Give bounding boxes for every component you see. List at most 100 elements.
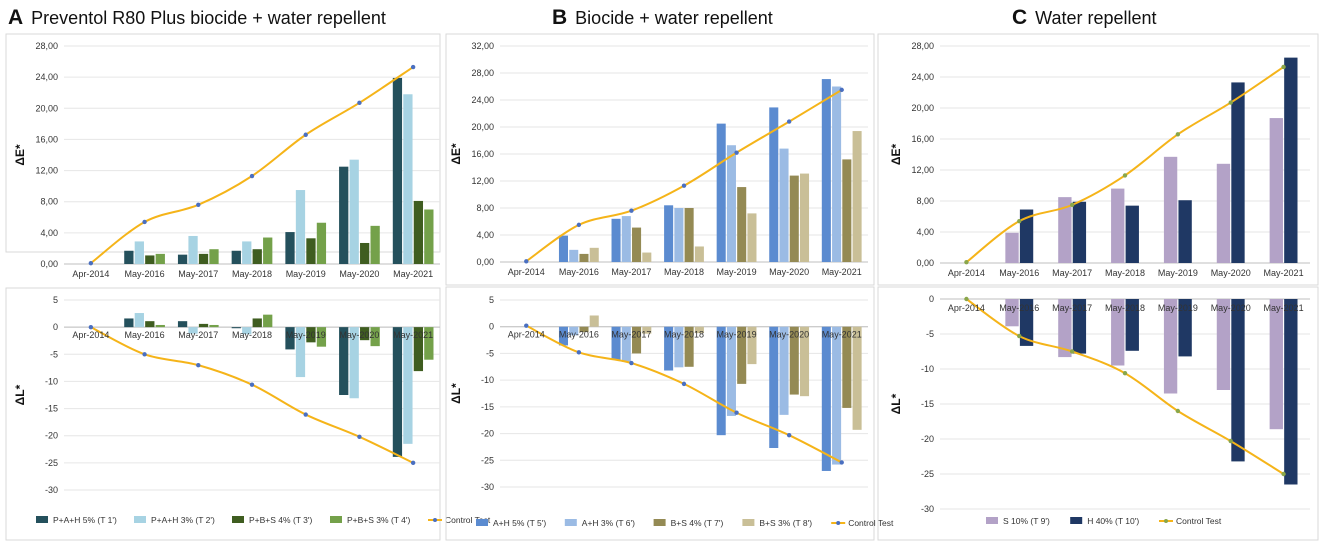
pc-de-bar — [1284, 57, 1298, 263]
pb-dl-bar — [632, 326, 642, 354]
pa-de-bar — [124, 250, 134, 264]
pc-de-bar — [1072, 201, 1087, 263]
pc-dl-legend-swatch — [986, 517, 998, 524]
pa-dl-legend-label: P+B+S 3% (T 4') — [347, 515, 411, 525]
pc-dl-category-label: May-2020 — [1211, 303, 1251, 313]
pa-dl-ytick-label: -15 — [45, 404, 58, 414]
pc-dl-control-point — [1175, 408, 1181, 414]
pa-de-bar — [145, 255, 155, 264]
pb-de-bar — [821, 79, 831, 262]
pb-dl-bar — [747, 326, 757, 365]
pb-dl-control-point — [839, 460, 844, 465]
pb-dl-bar — [832, 326, 842, 465]
pa-dl-legend-label: P+A+H 3% (T 2') — [151, 515, 215, 525]
pb-de-control-point — [576, 222, 582, 228]
panel-letter-a: A — [8, 6, 24, 29]
pb-dl-category-label: Apr-2014 — [508, 330, 545, 340]
pa-dl-control-point — [303, 412, 308, 417]
pc-dl-control-point — [1228, 438, 1233, 444]
pb-dl-bar — [684, 326, 694, 367]
pa-de-bar — [360, 242, 370, 264]
pb-dl-bar — [611, 326, 621, 360]
pb-dl-bar — [779, 326, 789, 415]
pa-de-category-label: May-2019 — [286, 269, 326, 279]
panel-title-a-text: Preventol R80 Plus biocide + water repel… — [31, 8, 386, 28]
pa-dl-control-point — [410, 460, 416, 466]
pc-dl-bar — [1005, 299, 1019, 327]
pc-dl-ytick-label: -10 — [921, 364, 934, 374]
pc-dl-control-point — [1017, 333, 1022, 339]
pa-dl-category-label: May-2016 — [125, 330, 165, 340]
pa-dl-bar — [252, 318, 262, 328]
pb-de-bar — [642, 252, 652, 262]
pb-de-category-label: May-2019 — [717, 267, 757, 277]
pb-dl-ytick-label: -15 — [481, 402, 494, 412]
pa-de-bar — [155, 253, 165, 264]
pb-dl-bar — [621, 326, 631, 362]
pb-dl-category-label: May-2020 — [769, 330, 809, 340]
pb-dl-ytick-label: -5 — [486, 348, 494, 358]
pb-de-bar — [779, 148, 789, 262]
pa-de-ytick-label: 24,00 — [35, 72, 58, 82]
pb-dl-legend-swatch — [564, 519, 577, 526]
pb-de-bar — [832, 86, 842, 262]
pa-dl-bar — [188, 327, 198, 334]
panel-title-c-text: Water repellent — [1035, 8, 1157, 28]
panel-title-a: A Preventol R80 Plus biocide + water repe… — [8, 4, 386, 32]
pa-dl-bar — [242, 327, 252, 335]
pa-dl-ytick-label: 5 — [53, 295, 58, 305]
pa-dl-legend-swatch — [134, 516, 146, 523]
pa-dl-ytick-label: -5 — [50, 349, 58, 359]
pb-de-bar — [569, 249, 579, 262]
pa-de-category-label: May-2016 — [125, 269, 165, 279]
pa-dl-bar — [413, 327, 424, 372]
pa-dl-legend-swatch — [36, 516, 48, 523]
pc-dl-bar — [1163, 299, 1178, 394]
pb-dl-bar — [799, 326, 810, 397]
pc-de-control-point — [1175, 132, 1181, 137]
pb-de-bar — [632, 227, 642, 262]
pa-de-bar — [242, 241, 252, 264]
pa-de-ytick-label: 4,00 — [40, 228, 58, 238]
pa-de-control-point — [88, 261, 94, 266]
pb-de-ytick-label: 32,00 — [471, 41, 494, 51]
pb-de-bar — [716, 123, 726, 262]
pa-dl-bar — [392, 327, 403, 457]
pa-dl-bar — [316, 327, 327, 347]
pb-de-bar — [579, 253, 589, 262]
pa-dl-category-label: May-2019 — [286, 330, 326, 340]
pc-de-category-label: May-2020 — [1211, 268, 1251, 278]
pb-de-ytick-label: 28,00 — [471, 68, 494, 78]
pc-dl-control-point — [1122, 371, 1128, 376]
pb-de-bar — [674, 208, 684, 262]
pb-de-bar — [852, 131, 862, 262]
pb-de-bar — [842, 159, 852, 262]
pa-de-ytick-label: 16,00 — [35, 134, 58, 144]
pb-dl-bar — [821, 326, 831, 471]
pc-de-bar — [1269, 118, 1283, 263]
pa-de-bar — [263, 237, 273, 264]
pb-dl-bar — [674, 326, 684, 368]
pc-de-ytick-label: 0,00 — [916, 258, 934, 268]
pa-de-category-label: Apr-2014 — [72, 269, 109, 279]
pc-de-y-axis-label: ΔE* — [889, 144, 903, 166]
panel-title-c: C Water repellent — [1012, 4, 1157, 32]
pc-dl-bar — [1178, 299, 1192, 357]
pc-de-bar — [1058, 197, 1072, 263]
pa-dl-category-label: Apr-2014 — [72, 330, 109, 340]
pa-dl-legend-label: P+A+H 5% (T 1') — [53, 515, 117, 525]
pb-dl-ytick-label: -25 — [481, 455, 494, 465]
pc-dl-ytick-label: -25 — [921, 469, 934, 479]
pa-dl-bar — [231, 327, 241, 329]
pa-dl-bar — [349, 327, 359, 399]
pb-de-bar — [737, 187, 747, 262]
pb-dl-control-point — [524, 323, 529, 328]
pb-de-ytick-label: 4,00 — [476, 230, 494, 240]
pa-dl-legend-label: P+B+S 4% (T 3') — [249, 515, 313, 525]
pb-dl-category-label: May-2017 — [611, 330, 651, 340]
pa-de-ytick-label: 28,00 — [35, 41, 58, 51]
pa-de-ytick-label: 20,00 — [35, 103, 58, 113]
pa-dl-ytick-label: -20 — [45, 431, 58, 441]
pa-de-ytick-label: 0,00 — [40, 259, 58, 269]
pb-dl-y-axis-label: ΔL* — [449, 383, 463, 404]
